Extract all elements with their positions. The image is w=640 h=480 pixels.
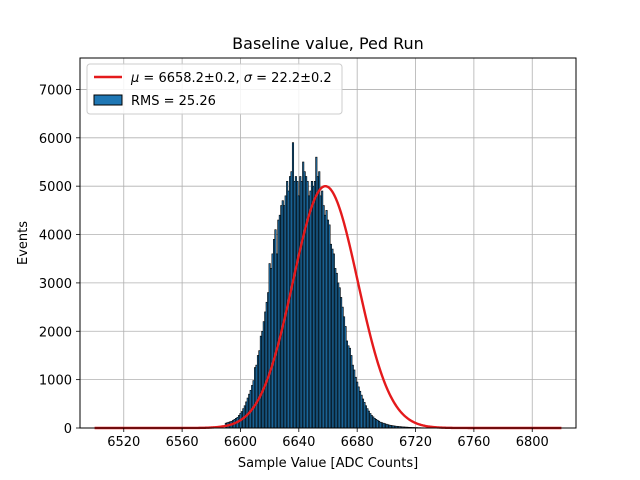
y-tick-label: 4000	[39, 229, 72, 244]
y-tick-label: 0	[64, 422, 72, 437]
legend-fit-label: μ = 6658.2±0.2, σ = 22.2±0.2	[130, 71, 332, 86]
x-axis-label: Sample Value [ADC Counts]	[238, 456, 418, 471]
y-tick-label: 1000	[39, 374, 72, 389]
axes-frame	[79, 57, 577, 429]
y-axis-ticks: 0 1000 2000 3000 4000 5000 6000 7000	[39, 83, 80, 437]
y-tick-label: 7000	[39, 83, 72, 98]
y-tick-label: 5000	[39, 180, 72, 195]
legend-rms-label: RMS = 25.26	[131, 94, 216, 109]
x-tick-label: 6640	[282, 435, 315, 450]
x-axis-ticks: 6520 6560 6600 6640 6680 6720 6760 6800	[107, 428, 549, 450]
x-tick-label: 6600	[224, 435, 257, 450]
chart-title: Baseline value, Ped Run	[232, 34, 424, 53]
x-tick-label: 6680	[341, 435, 374, 450]
legend-mu-value: = 6658.2±0.2,	[139, 71, 243, 86]
legend-rms-swatch	[93, 94, 123, 106]
legend-sigma-value: = 22.2±0.2	[252, 71, 332, 86]
legend-box	[86, 63, 343, 115]
y-axis-label: Events	[16, 221, 31, 265]
legend: μ = 6658.2±0.2, σ = 22.2±0.2 RMS = 25.26	[86, 63, 343, 115]
legend-sigma-symbol: σ	[244, 71, 253, 86]
x-tick-label: 6720	[399, 435, 432, 450]
x-tick-label: 6760	[457, 435, 490, 450]
x-tick-label: 6560	[166, 435, 199, 450]
x-tick-label: 6800	[516, 435, 549, 450]
legend-mu-symbol: μ	[130, 71, 139, 86]
plot-area	[79, 57, 577, 430]
y-tick-label: 2000	[39, 325, 72, 340]
x-tick-label: 6520	[107, 435, 140, 450]
y-tick-label: 6000	[39, 132, 72, 147]
y-tick-label: 3000	[39, 277, 72, 292]
